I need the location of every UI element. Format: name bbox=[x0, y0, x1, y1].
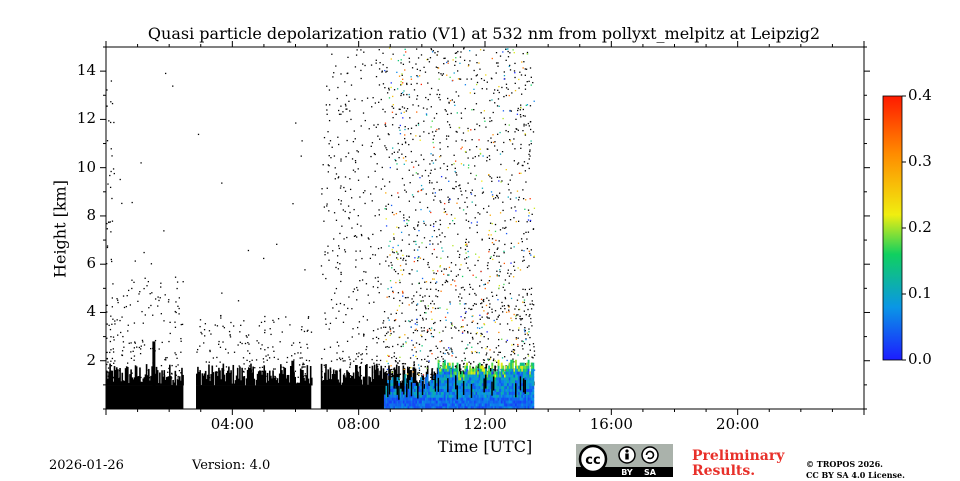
y-tick-label: 10 bbox=[77, 158, 96, 176]
x-axis-ticks bbox=[106, 41, 864, 415]
x-tick-label: 20:00 bbox=[716, 415, 759, 433]
preliminary-line-1: Preliminary bbox=[692, 449, 784, 464]
x-tick-label: 12:00 bbox=[463, 415, 506, 433]
sa-label: SA bbox=[644, 468, 657, 477]
x-tick-label: 08:00 bbox=[337, 415, 380, 433]
copyright-line-1: © TROPOS 2026. bbox=[806, 459, 905, 470]
colorbar-tick-label: 0.0 bbox=[908, 350, 932, 368]
by-label: BY bbox=[621, 468, 633, 477]
footer-date: 2026-01-26 bbox=[49, 458, 124, 473]
y-tick-label: 4 bbox=[86, 302, 96, 320]
x-tick-label: 16:00 bbox=[590, 415, 633, 433]
preliminary-line-2: Results. bbox=[692, 464, 784, 479]
copyright-notice: © TROPOS 2026. CC BY SA 4.0 License. bbox=[806, 459, 905, 481]
x-tick-label: 04:00 bbox=[211, 415, 254, 433]
colorbar bbox=[883, 96, 902, 360]
share-alike-icon bbox=[642, 447, 658, 463]
chart-title: Quasi particle depolarization ratio (V1)… bbox=[148, 24, 820, 43]
y-axis-ticks bbox=[100, 47, 870, 409]
colorbar-tick-label: 0.1 bbox=[908, 284, 932, 302]
y-tick-label: 6 bbox=[86, 254, 96, 272]
plot-area bbox=[106, 47, 535, 409]
x-axis-label: Time [UTC] bbox=[438, 437, 532, 456]
y-tick-label: 14 bbox=[77, 61, 96, 79]
plot-frame bbox=[106, 47, 864, 409]
y-tick-label: 12 bbox=[77, 109, 96, 127]
colorbar-ticks bbox=[902, 96, 906, 360]
noise-speckle bbox=[106, 47, 535, 379]
cc-logo-text: cc bbox=[585, 453, 600, 468]
colorbar-tick-label: 0.2 bbox=[908, 218, 932, 236]
cc-by-sa-license-badge: cc BY SA bbox=[576, 444, 673, 477]
y-tick-label: 2 bbox=[86, 351, 96, 369]
footer-version: Version: 4.0 bbox=[192, 458, 270, 473]
colorbar-tick-label: 0.3 bbox=[908, 152, 932, 170]
colorbar-tick-label: 0.4 bbox=[908, 86, 932, 104]
y-axis-label: Height [km] bbox=[51, 180, 70, 278]
surface-layer-segment bbox=[106, 385, 183, 409]
copyright-line-2: CC BY SA 4.0 License. bbox=[806, 470, 905, 481]
preliminary-notice: Preliminary Results. bbox=[692, 449, 784, 479]
y-tick-label: 8 bbox=[86, 206, 96, 224]
